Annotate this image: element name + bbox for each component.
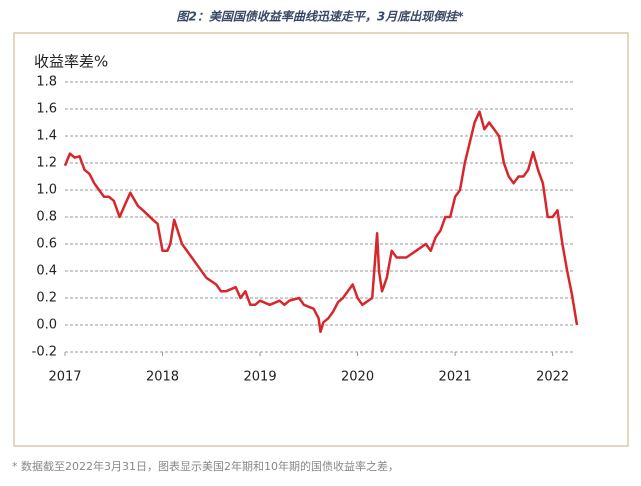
y-tick-label: 0.6 xyxy=(36,237,57,252)
y-tick-label: 1.0 xyxy=(36,183,57,198)
x-tick-label: 2018 xyxy=(146,370,179,385)
y-axis-label: 收益率差% xyxy=(34,53,108,71)
y-tick-label: 1.4 xyxy=(36,129,57,144)
x-tick-label: 2017 xyxy=(48,370,81,385)
y-tick-label: 0.8 xyxy=(36,210,57,225)
y-tick-label: 1.2 xyxy=(36,156,57,171)
y-tick-label: 1.6 xyxy=(36,102,57,117)
chart-title: 图2：美国国债收益率曲线迅速走平，3月底出现倒挂* xyxy=(177,10,465,24)
y-tick-label: -0.2 xyxy=(32,345,57,360)
frame xyxy=(13,32,629,447)
y-tick-label: 0.2 xyxy=(36,291,57,306)
line-series xyxy=(63,110,579,334)
x-tick-label: 2020 xyxy=(341,370,374,385)
y-tick-label: 1.8 xyxy=(36,75,57,90)
footnote: * 数据截至2022年3月31日，图表显示美国2年期和10年期的国债收益率之差， xyxy=(12,459,399,473)
y-tick-label: 0.4 xyxy=(36,264,57,279)
x-tick-label: 2019 xyxy=(244,370,277,385)
x-tick-label: 2022 xyxy=(536,370,569,385)
y-tick-label: 0.0 xyxy=(36,318,57,333)
x-tick-label: 2021 xyxy=(439,370,472,385)
